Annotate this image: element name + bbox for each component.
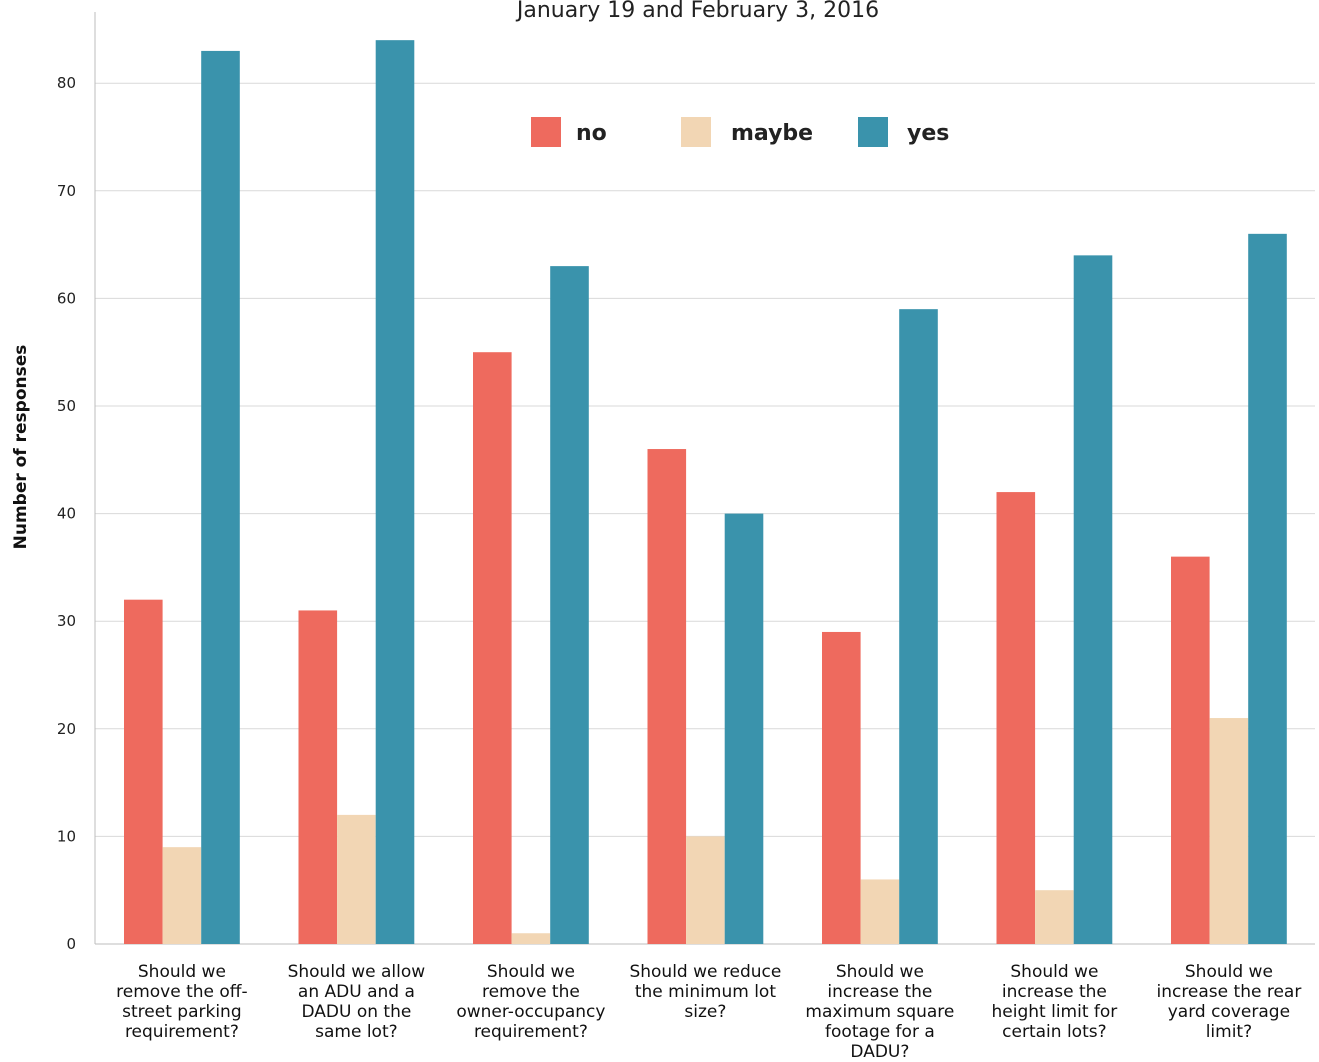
y-tick-label: 70 bbox=[57, 182, 76, 200]
bar-maybe bbox=[162, 847, 202, 944]
legend: no maybe yes bbox=[531, 117, 949, 147]
x-tick-label: Should we increase the maximum square foota… bbox=[805, 962, 954, 1062]
bar-no bbox=[124, 599, 163, 944]
bar-yes bbox=[724, 513, 764, 944]
legend-label-no: no bbox=[576, 121, 607, 146]
bar-yes bbox=[899, 309, 938, 944]
y-tick-label: 20 bbox=[57, 720, 76, 738]
y-tick-label: 40 bbox=[57, 505, 76, 523]
x-tick-label: Should we allow an ADU and a DADU on the sa… bbox=[288, 962, 426, 1042]
bar-yes bbox=[201, 50, 240, 945]
y-tick-label: 80 bbox=[57, 74, 76, 92]
category-labels: Should we remove the off-street parking re… bbox=[116, 962, 1301, 1062]
bar-yes bbox=[1248, 233, 1287, 945]
y-tick-label: 60 bbox=[57, 289, 76, 307]
y-axis-label: Number of responses bbox=[11, 345, 31, 550]
bar-maybe bbox=[1035, 890, 1074, 944]
x-tick-label: Should we remove the owner-occupancy requir… bbox=[456, 962, 605, 1042]
legend-label-maybe: maybe bbox=[731, 121, 813, 146]
bar-no bbox=[1171, 556, 1210, 944]
bars bbox=[124, 40, 1287, 945]
y-tick-label: 0 bbox=[66, 935, 76, 953]
legend-swatch-maybe bbox=[681, 117, 711, 147]
x-tick-label: Should we remove the off-street parking re… bbox=[116, 962, 248, 1042]
bar-no bbox=[473, 352, 512, 944]
x-tick-label: Should we increase the rear yard coverage l… bbox=[1156, 962, 1301, 1042]
legend-label-yes: yes bbox=[907, 121, 949, 146]
y-tick-label: 50 bbox=[57, 397, 76, 415]
chart-title: January 19 and February 3, 2016 bbox=[515, 0, 879, 23]
legend-swatch-yes bbox=[858, 117, 888, 147]
y-axis-ticks: 0 10 20 30 40 50 60 70 80 bbox=[57, 74, 76, 953]
x-tick-label: Should we reduce the minimum lot size? bbox=[629, 962, 781, 1022]
bar-yes bbox=[375, 40, 415, 945]
bar-no bbox=[647, 449, 687, 944]
bar-yes bbox=[1073, 255, 1113, 945]
bar-maybe bbox=[1209, 718, 1249, 944]
bar-no bbox=[996, 492, 1036, 944]
bar-maybe bbox=[511, 933, 551, 944]
bar-maybe bbox=[860, 879, 900, 944]
bar-maybe bbox=[686, 836, 725, 944]
y-tick-label: 30 bbox=[57, 612, 76, 630]
x-tick-label: Should we increase the height limit for cer… bbox=[992, 962, 1118, 1042]
legend-swatch-no bbox=[531, 117, 561, 147]
grid-lines bbox=[94, 12, 1315, 945]
bar-no bbox=[822, 631, 861, 944]
bar-no bbox=[298, 610, 338, 944]
y-tick-label: 10 bbox=[57, 827, 76, 845]
bar-yes bbox=[550, 266, 589, 944]
bar-maybe bbox=[337, 814, 376, 944]
